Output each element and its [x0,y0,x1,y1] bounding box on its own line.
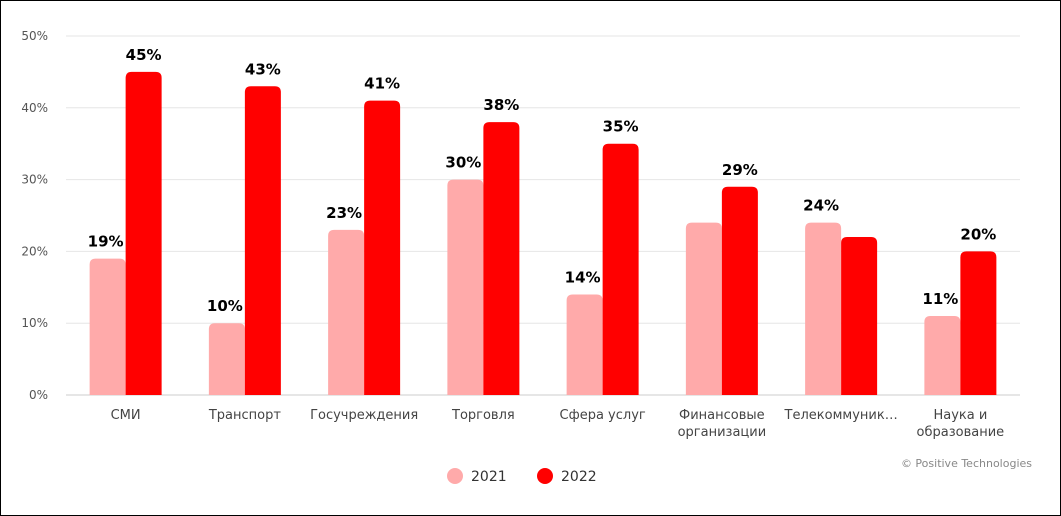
bar-2021 [805,222,842,395]
data-label: 20% [960,225,996,243]
x-tick-label: Наука и [933,408,987,423]
x-tick-label: Торговля [451,408,515,423]
x-tick-label: СМИ [111,408,141,423]
x-tick-label: Финансовые [679,408,765,423]
data-label: 45% [126,46,162,64]
y-tick-label: 0% [29,388,48,402]
bar-2022 [960,251,997,395]
data-label: 24% [803,197,839,215]
data-label: 10% [207,297,243,315]
x-tick-label: Сфера услуг [560,408,646,423]
x-tick-label: организации [678,425,767,440]
credit-text: © Positive Technologies [901,457,1032,470]
y-tick-label: 10% [21,316,48,330]
bar-2022 [841,237,878,395]
bar-2021 [208,323,245,395]
bar-2022 [602,143,639,395]
bar-2021 [447,179,484,395]
bar-2021 [924,316,961,395]
x-tick-label: Госучреждения [310,408,418,423]
bar-2021 [328,229,365,395]
data-label: 35% [603,118,639,136]
y-tick-label: 50% [21,29,48,43]
legend-label: 2022 [561,469,597,485]
data-label: 41% [364,75,400,93]
x-tick-label: образование [917,425,1005,440]
x-tick-label: Телекоммуник… [784,408,898,423]
bar-2022 [364,100,401,396]
x-tick-label: Транспорт [208,408,282,423]
data-label: 30% [445,154,481,172]
bar-2022 [125,71,162,396]
bar-2021 [685,222,722,395]
bar-2022 [483,122,520,395]
y-tick-label: 20% [21,244,48,258]
data-label: 38% [483,96,519,114]
data-label: 23% [326,204,362,222]
y-tick-label: 30% [21,173,48,187]
legend-marker-2022 [537,468,553,484]
legend-label: 2021 [471,469,507,485]
bar-2022 [244,86,281,395]
data-label: 19% [88,233,124,251]
bar-2021 [566,294,603,395]
y-tick-label: 40% [21,101,48,115]
data-label: 14% [565,268,601,286]
data-label: 29% [722,161,758,179]
data-label: 11% [922,290,958,308]
bar-2022 [721,186,758,395]
bar-2021 [89,258,126,395]
data-label: 43% [245,60,281,78]
legend-marker-2021 [447,468,463,484]
